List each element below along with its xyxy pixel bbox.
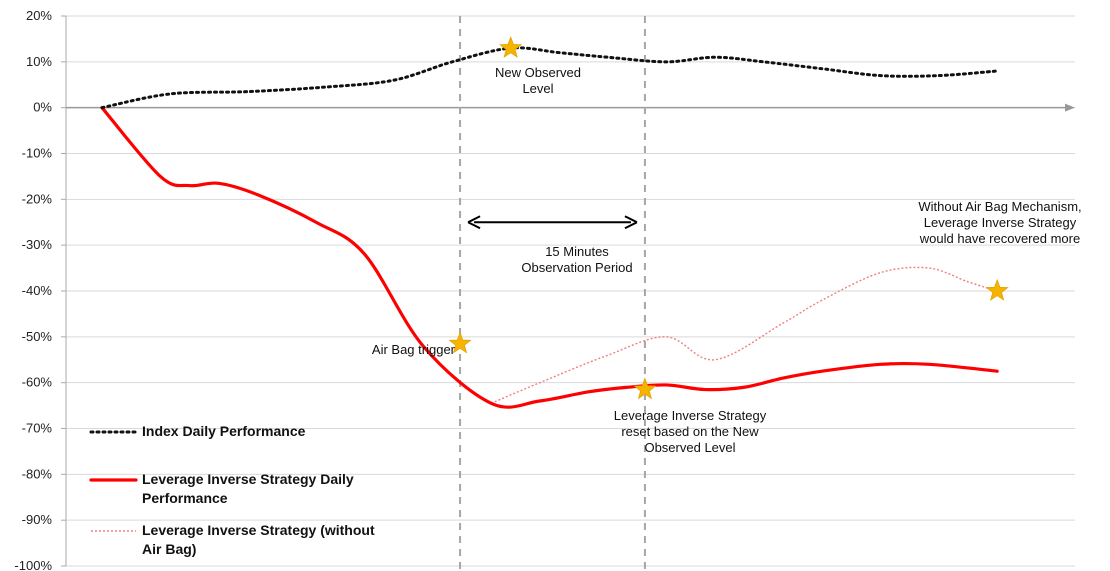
arrow-head-right: [624, 215, 638, 230]
x-axis: [65, 16, 1075, 566]
zero-axis-arrowhead: [1065, 103, 1075, 112]
observation-markers: [459, 16, 646, 571]
annotation-without-air-bag: Without Air Bag Mechanism, Leverage Inver…: [918, 199, 1081, 246]
y-tick-label: -50%: [22, 329, 53, 344]
arrow-head-left: [467, 215, 481, 230]
y-tick-label: -10%: [22, 146, 53, 161]
y-axis-tick-labels: 20% 10% 0% -10% -20% -30% -40% -50% -60% -70% -80%…: [14, 8, 66, 571]
star-marker: [499, 35, 523, 58]
star-markers: [448, 35, 1009, 400]
y-tick-label: -70%: [22, 421, 53, 436]
y-tick-label: -60%: [22, 375, 53, 390]
star-marker: [448, 331, 472, 354]
annotation-air-bag-trigger: Air Bag trigger: [372, 342, 456, 357]
annotation-reset: Leverage Inverse Strategy reset based on …: [614, 408, 767, 455]
legend-label-2: Leverage Inverse Strategy (without Air Ba…: [142, 522, 375, 557]
y-tick-label: 20%: [26, 8, 52, 23]
legend: Index Daily Performance Leverage Inverse …: [89, 423, 375, 557]
y-tick-label: -100%: [14, 558, 52, 571]
y-tick-label: 10%: [26, 54, 52, 69]
y-tick-label: -80%: [22, 466, 53, 481]
y-tick-label: -30%: [22, 237, 53, 252]
y-tick-label: -90%: [22, 512, 53, 527]
y-tick-label: -40%: [22, 283, 53, 298]
y-tick-label: 0%: [33, 100, 52, 115]
observation-period-arrow: [467, 215, 638, 230]
series-line-2: [490, 266, 998, 404]
series-lines: [100, 46, 999, 409]
legend-label-1: Leverage Inverse Strategy Daily Performan…: [142, 471, 354, 506]
series-line-1: [100, 106, 999, 409]
annotations: New Observed Level 15 Minutes Observation P…: [372, 65, 1082, 455]
star-marker: [633, 377, 657, 400]
series-line-0: [100, 46, 999, 110]
star-marker: [985, 278, 1009, 301]
y-tick-label: -20%: [22, 191, 53, 206]
annotation-new-observed-level: New Observed Level: [495, 65, 581, 96]
legend-label-0: Index Daily Performance: [142, 423, 306, 439]
annotation-observation-period: 15 Minutes Observation Period: [521, 244, 632, 275]
